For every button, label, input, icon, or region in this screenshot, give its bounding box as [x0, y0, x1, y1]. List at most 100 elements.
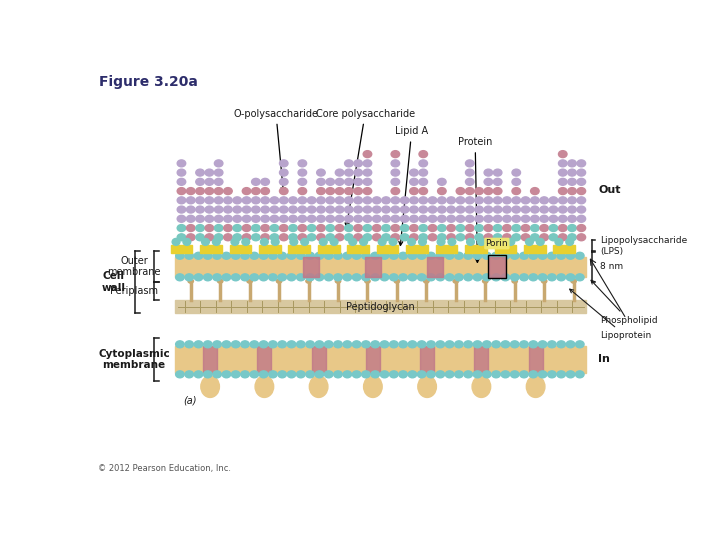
Ellipse shape: [438, 234, 446, 241]
Ellipse shape: [306, 341, 315, 348]
Ellipse shape: [365, 279, 370, 283]
Ellipse shape: [559, 225, 567, 232]
Ellipse shape: [474, 187, 483, 194]
Ellipse shape: [320, 239, 327, 245]
Ellipse shape: [310, 376, 328, 397]
Ellipse shape: [408, 239, 415, 245]
Ellipse shape: [492, 274, 500, 281]
Ellipse shape: [176, 341, 184, 348]
Ellipse shape: [205, 215, 214, 222]
Ellipse shape: [577, 197, 585, 204]
Ellipse shape: [185, 341, 194, 348]
Ellipse shape: [204, 274, 212, 281]
Ellipse shape: [484, 234, 492, 241]
Ellipse shape: [466, 160, 474, 167]
Ellipse shape: [336, 234, 344, 241]
Ellipse shape: [408, 274, 417, 281]
Ellipse shape: [501, 252, 510, 259]
Ellipse shape: [354, 206, 362, 213]
Ellipse shape: [326, 225, 335, 232]
Ellipse shape: [410, 197, 418, 204]
Ellipse shape: [354, 215, 362, 222]
Ellipse shape: [361, 341, 370, 348]
Ellipse shape: [334, 371, 342, 378]
Ellipse shape: [194, 252, 203, 259]
Ellipse shape: [361, 371, 370, 378]
Ellipse shape: [482, 279, 488, 283]
Ellipse shape: [501, 341, 510, 348]
Ellipse shape: [418, 252, 426, 259]
Ellipse shape: [231, 239, 239, 245]
Ellipse shape: [240, 341, 249, 348]
Ellipse shape: [279, 215, 288, 222]
Ellipse shape: [222, 252, 230, 259]
Ellipse shape: [352, 371, 361, 378]
Ellipse shape: [456, 206, 464, 213]
Ellipse shape: [526, 239, 534, 245]
Ellipse shape: [251, 178, 260, 185]
Ellipse shape: [380, 371, 389, 378]
Ellipse shape: [215, 178, 223, 185]
Ellipse shape: [540, 234, 549, 241]
Ellipse shape: [224, 234, 233, 241]
Bar: [171, 245, 192, 253]
Ellipse shape: [371, 274, 379, 281]
Ellipse shape: [466, 178, 474, 185]
Ellipse shape: [243, 215, 251, 222]
Ellipse shape: [371, 252, 379, 259]
Ellipse shape: [510, 341, 519, 348]
Ellipse shape: [419, 178, 428, 185]
Ellipse shape: [222, 341, 230, 348]
Ellipse shape: [400, 215, 409, 222]
Ellipse shape: [240, 252, 249, 259]
Ellipse shape: [472, 376, 490, 397]
Ellipse shape: [390, 371, 398, 378]
Ellipse shape: [343, 252, 351, 259]
Ellipse shape: [507, 239, 515, 245]
Ellipse shape: [512, 206, 521, 213]
Ellipse shape: [290, 239, 297, 245]
Ellipse shape: [279, 197, 288, 204]
Ellipse shape: [317, 169, 325, 176]
Ellipse shape: [419, 160, 428, 167]
Ellipse shape: [315, 252, 324, 259]
Ellipse shape: [548, 371, 556, 378]
Ellipse shape: [557, 252, 565, 259]
Ellipse shape: [531, 206, 539, 213]
Ellipse shape: [243, 187, 251, 194]
Ellipse shape: [428, 197, 437, 204]
Ellipse shape: [336, 187, 344, 194]
Ellipse shape: [243, 197, 251, 204]
Bar: [258, 346, 271, 373]
Ellipse shape: [559, 169, 567, 176]
Ellipse shape: [306, 371, 315, 378]
Ellipse shape: [559, 206, 567, 213]
Ellipse shape: [213, 371, 221, 378]
Ellipse shape: [438, 197, 446, 204]
Ellipse shape: [438, 206, 446, 213]
Ellipse shape: [325, 371, 333, 378]
Ellipse shape: [399, 341, 408, 348]
Ellipse shape: [215, 206, 223, 213]
Ellipse shape: [345, 206, 353, 213]
Ellipse shape: [448, 239, 456, 245]
Ellipse shape: [278, 274, 287, 281]
Ellipse shape: [577, 215, 585, 222]
Ellipse shape: [186, 225, 195, 232]
Ellipse shape: [571, 279, 576, 283]
Ellipse shape: [317, 225, 325, 232]
Ellipse shape: [549, 215, 558, 222]
Ellipse shape: [380, 252, 389, 259]
Ellipse shape: [399, 274, 408, 281]
Ellipse shape: [492, 371, 500, 378]
Ellipse shape: [204, 252, 212, 259]
Ellipse shape: [224, 206, 233, 213]
Ellipse shape: [222, 371, 230, 378]
Ellipse shape: [493, 169, 502, 176]
Text: Core polysaccharide: Core polysaccharide: [315, 109, 415, 227]
Ellipse shape: [215, 225, 223, 232]
Ellipse shape: [251, 206, 260, 213]
Ellipse shape: [205, 197, 214, 204]
Ellipse shape: [521, 215, 530, 222]
Ellipse shape: [289, 206, 297, 213]
